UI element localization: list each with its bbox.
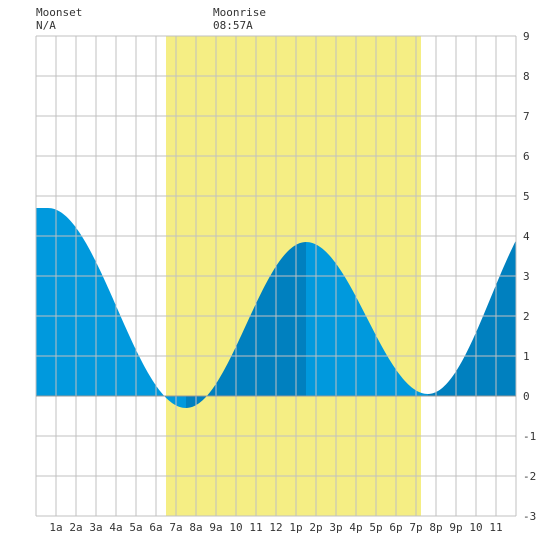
x-tick-label: 1p [289, 521, 302, 534]
x-tick-label: 10 [229, 521, 242, 534]
y-tick-label: 0 [523, 390, 530, 403]
grid-layer [35, 35, 517, 517]
y-tick-label: 8 [523, 70, 530, 83]
x-tick-label: 7p [409, 521, 422, 534]
moonrise-label: Moonrise [213, 6, 266, 19]
x-tick-label: 8a [189, 521, 202, 534]
x-tick-labels: 1a 2a 3a 4a 5a 6a 7a 8a 9a 10 11 12 1p 2p 3p 4p 5p 6p 7p 8p… [49, 521, 502, 534]
x-tick-label: 3a [89, 521, 102, 534]
y-tick-label: 9 [523, 30, 530, 43]
x-tick-label: 4p [349, 521, 362, 534]
moonrise-value: 08:57A [213, 19, 253, 32]
x-tick-label: 10 [469, 521, 482, 534]
x-tick-label: 12 [269, 521, 282, 534]
tide-area-rising [428, 240, 516, 396]
x-tick-label: 9a [209, 521, 222, 534]
y-tick-label: 5 [523, 190, 530, 203]
y-tick-labels: 9 8 7 6 5 4 3 2 1 0 -1 -2 -3 [523, 30, 536, 523]
y-tick-label: 2 [523, 310, 530, 323]
y-tick-label: -2 [523, 470, 536, 483]
moonset-value: N/A [36, 19, 56, 32]
x-tick-label: 11 [489, 521, 502, 534]
x-tick-label: 7a [169, 521, 182, 534]
tide-area-falling [36, 208, 48, 396]
y-tick-label: 1 [523, 350, 530, 363]
x-tick-label: 6p [389, 521, 402, 534]
x-tick-label: 1a [49, 521, 62, 534]
x-tick-label: 8p [429, 521, 442, 534]
y-tick-label: 4 [523, 230, 530, 243]
y-tick-label: 6 [523, 150, 530, 163]
x-tick-label: 2a [69, 521, 82, 534]
y-tick-label: 7 [523, 110, 530, 123]
x-tick-label: 5a [129, 521, 142, 534]
x-tick-label: 9p [449, 521, 462, 534]
y-tick-label: 3 [523, 270, 530, 283]
y-tick-label: -1 [523, 430, 536, 443]
x-tick-label: 4a [109, 521, 122, 534]
x-tick-label: 3p [329, 521, 342, 534]
moonset-label: Moonset [36, 6, 82, 19]
tide-area-falling [48, 208, 186, 408]
x-tick-label: 6a [149, 521, 162, 534]
x-tick-label: 5p [369, 521, 382, 534]
y-tick-label: -3 [523, 510, 536, 523]
x-tick-label: 11 [249, 521, 262, 534]
x-tick-label: 2p [309, 521, 322, 534]
